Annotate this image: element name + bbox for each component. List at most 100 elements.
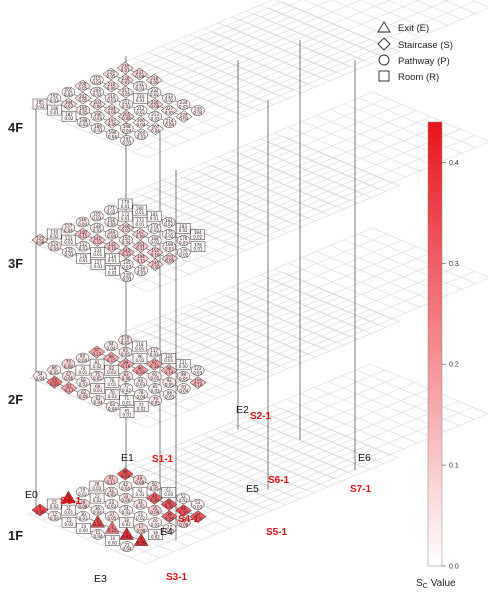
node-id-label: 88 [109,354,115,359]
node-value-label: 0.01 [121,216,130,221]
node-s-45: 450.32 [160,498,178,511]
node-value-label: 0.04 [93,116,102,121]
node-value-label: 0.05 [107,516,116,521]
node-id-label: 216 [107,82,115,87]
node-value-label: 0.03 [136,382,145,387]
node-id-label: 79 [153,396,159,401]
node-id-label: 132 [79,242,87,247]
node-id-label: 17 [138,524,144,529]
node-id-label: 208 [79,82,87,87]
legend-triangle-icon [377,21,391,33]
node-value-label: 0.04 [123,546,132,551]
node-id-label: 74 [80,366,86,371]
node-value-label: 0.10 [107,246,116,251]
node-value-label: 0.03 [151,116,160,121]
colorbar-tick-label: 0.3 [449,261,459,268]
node-id-label: 1 [96,518,99,523]
node-value-label: 0.08 [64,364,73,369]
node-id-label: 78 [138,390,144,395]
node-id-label: 134 [108,254,116,259]
node-r-74: 740.01 [75,364,91,376]
node-value-label: 0.00 [79,528,88,533]
node-value-label: 0.01 [50,110,59,115]
node-p-66: 660.05 [47,364,61,376]
node-p-93: 930.04 [177,383,191,394]
exit-label-e5: E5 [246,483,259,495]
node-value-label: 0.08 [150,104,159,109]
node-id-label: 115 [194,378,202,383]
node-id-label: 69 [95,384,101,389]
node-id-label: 73 [66,360,72,365]
node-value-label: 0.04 [165,122,174,127]
node-id-label: 237 [136,70,144,75]
node-id-label: 228 [180,112,188,117]
node-p-62: 620.06 [76,389,91,400]
node-id-label: 32 [109,488,115,493]
node-p-49: 490.08 [132,474,147,486]
node-id-label: 14 [81,524,87,529]
node-value-label: 0.03 [79,246,88,251]
node-id-label: 12 [52,512,58,517]
node-p-40: 400.08 [177,517,191,528]
node-value-label: 0.01 [64,510,73,515]
node-value-label: 0.10 [151,252,160,257]
node-s-48: 480.33 [116,467,134,481]
node-value-label: 0.05 [121,340,130,345]
node-value-label: 0.03 [50,98,59,103]
floor-label-2f: 2F [8,392,23,407]
node-p-67: 670.06 [61,370,76,382]
node-value-label: 0.25 [108,528,117,533]
node-id-label: 45 [166,500,172,505]
node-id-label: 206 [137,118,145,123]
node-value-label: 0.02 [93,498,102,503]
node-p-42: 420.04 [118,480,133,492]
colorbar-title-rest: Value [431,578,456,589]
stair-label-s2: S2-1 [250,411,272,422]
node-id-label: 84 [138,378,144,383]
node-id-label: 19 [80,488,86,493]
node-id-label: 148 [93,224,101,229]
exit-label-e6: E6 [358,452,371,464]
exit-label-e1: E1 [121,452,134,464]
node-value-label: 0.09 [165,258,174,263]
node-p-64: 640.04 [105,401,120,412]
node-value-label: 0.02 [150,92,159,97]
node-value-label: 0.02 [122,388,131,393]
node-id-label: 85 [153,384,159,389]
node-value-label: 0.03 [165,246,174,251]
node-p-78: 780.04 [134,389,148,400]
node-value-label: 0.03 [193,504,202,509]
node-id-label: 191 [123,136,131,141]
node-p-33: 330.06 [119,492,133,504]
node-id-label: 179 [121,200,129,205]
node-id-label: 13 [66,518,72,523]
exit-labels: E0 E1 E2 E3 E4 E5 E6 [25,404,371,585]
node-id-label: 149 [108,230,116,235]
node-id-label: 91 [152,372,158,377]
colorbar-tick-label: 0.2 [449,362,459,369]
node-value-label: 0.06 [122,376,131,381]
node-id-label: 27 [167,524,173,529]
node-id-label: 29 [80,500,86,505]
node-id-label: 51 [166,488,172,493]
node-id-label: 236 [121,64,129,69]
node-id-label: 23 [52,500,58,505]
node-p-80: 800.04 [75,352,90,364]
node-value-label: 0.00 [179,364,188,369]
node-value-label: 0.02 [107,210,116,215]
node-id-label: 128 [109,266,117,271]
node-id-label: 71 [124,396,130,401]
node-id-label: 131 [65,236,73,241]
